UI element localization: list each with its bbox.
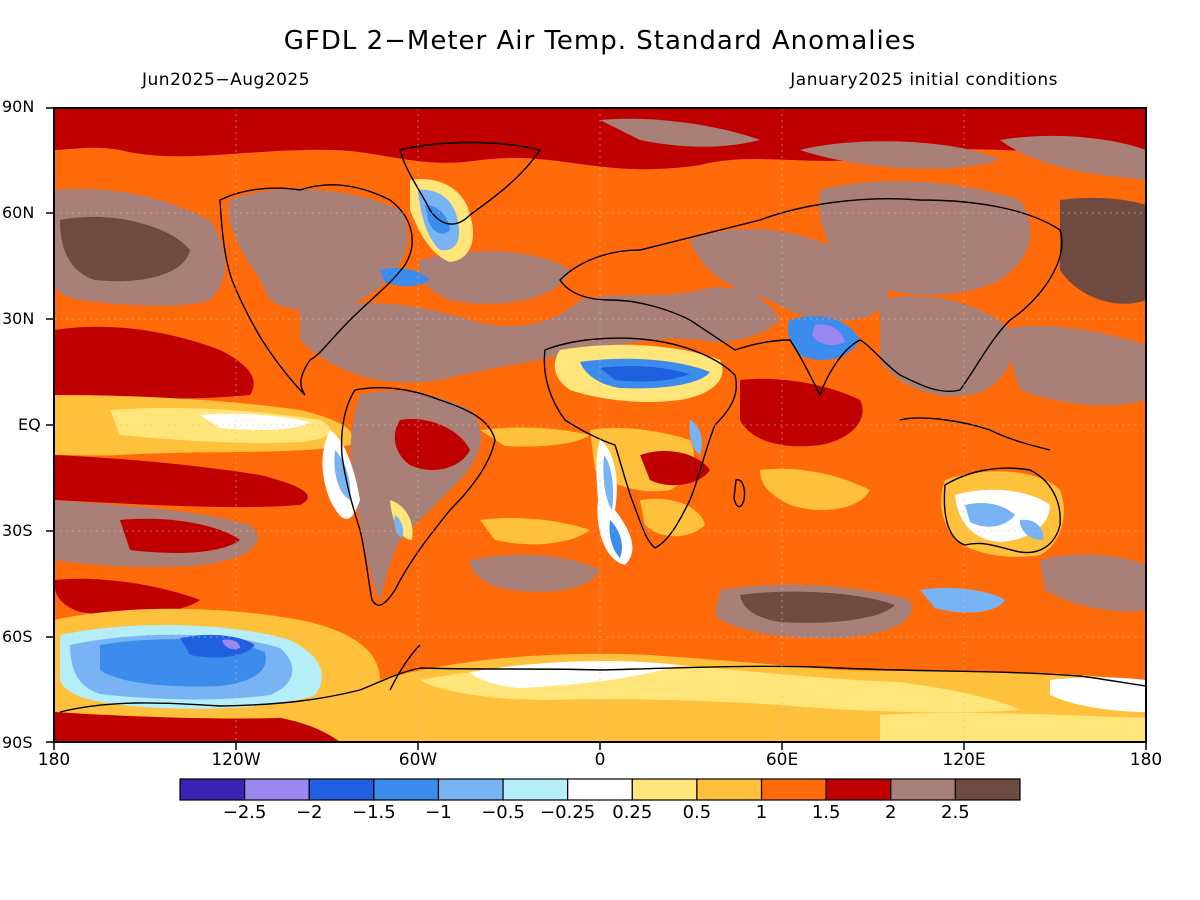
colorbar-tick-label: −2 [295,802,323,823]
lat-label-30s: 30S [2,521,33,540]
colorbar-tick-label: −0.5 [481,802,525,823]
colorbar-tick-label: 1.5 [811,802,841,823]
colorbar-tick-label: 0.25 [612,802,653,823]
colorbar-swatch [631,778,698,801]
colorbar-tick-label: 0.5 [682,802,712,823]
lon-label-60w: 60W [398,750,438,770]
colorbar-swatch [760,778,827,801]
colorbar-swatch [567,778,633,801]
lon-label-120w: 120W [211,750,261,770]
colorbar-tick-label: −1 [425,802,452,823]
colorbar-tick-label: 2 [885,802,897,823]
colorbar-tick-label: −1.5 [351,802,396,823]
colorbar-tick-label: 2.5 [941,802,970,823]
colorbar-swatch [437,778,504,801]
lon-label-60e: 60E [765,750,799,770]
forecast-period: Jun2025−Aug2025 [142,70,311,90]
lon-label-180e: 180 [1129,750,1163,770]
axis-ticks [46,107,1147,750]
lat-label-90s: 90S [2,733,33,752]
lat-label-90n: 90N [2,97,35,116]
colorbar-tick-label: 1 [755,802,768,823]
map-title: GFDL 2−Meter Air Temp. Standard Anomalie… [283,26,917,56]
colorbar-swatch [179,778,246,801]
colorbar-swatch [954,778,1021,801]
colorbar-swatch [825,778,892,801]
colorbar [179,778,1021,801]
colorbar-tick-label: −2.5 [222,802,267,823]
colorbar-swatch [696,778,763,801]
lon-label-0: 0 [594,750,606,770]
lat-label-60s: 60S [2,627,33,646]
colorbar-swatch [308,778,375,801]
colorbar-swatch [373,778,440,801]
coastlines [59,141,1146,713]
gridlines [54,108,1146,742]
colorbar-swatch [244,778,310,801]
initial-conditions: January2025 initial conditions [790,70,1058,90]
colorbar-tick-label: −0.25 [540,802,596,823]
lat-label-eq: EQ [18,415,41,434]
colorbar-swatch [890,778,956,801]
lat-label-30n: 30N [2,309,35,328]
lon-label-120e: 120E [942,750,986,770]
lat-label-60n: 60N [2,203,35,222]
colorbar-swatch [502,778,569,801]
lon-label-180w: 180 [37,750,71,770]
